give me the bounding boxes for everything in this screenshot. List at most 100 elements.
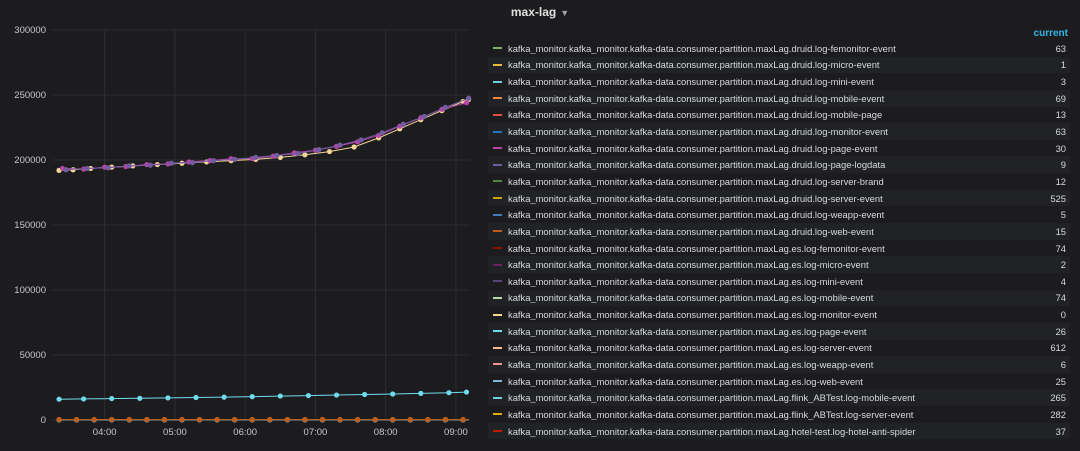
data-point <box>337 142 343 148</box>
data-point <box>91 416 97 423</box>
series-name[interactable]: kafka_monitor.kafka_monitor.kafka-data.c… <box>508 358 874 370</box>
data-point <box>442 104 449 110</box>
series-name[interactable]: kafka_monitor.kafka_monitor.kafka-data.c… <box>508 59 880 71</box>
series-name[interactable]: kafka_monitor.kafka_monitor.kafka-data.c… <box>508 159 886 171</box>
series-color-swatch[interactable] <box>493 363 502 366</box>
legend-item[interactable]: kafka_monitor.kafka_monitor.kafka-data.c… <box>488 340 1070 357</box>
series-color-swatch[interactable] <box>493 197 502 200</box>
data-point <box>463 389 470 395</box>
data-point <box>302 416 308 423</box>
series-color-swatch[interactable] <box>493 130 502 133</box>
series-color-swatch[interactable] <box>493 380 502 383</box>
legend-item[interactable]: kafka_monitor.kafka_monitor.kafka-data.c… <box>488 40 1070 57</box>
series-name[interactable]: kafka_monitor.kafka_monitor.kafka-data.c… <box>508 76 874 88</box>
series-color-swatch[interactable] <box>493 263 502 266</box>
series-name[interactable]: kafka_monitor.kafka_monitor.kafka-data.c… <box>508 292 874 304</box>
series-color-swatch[interactable] <box>493 296 502 299</box>
legend-item[interactable]: kafka_monitor.kafka_monitor.kafka-data.c… <box>488 322 1070 340</box>
legend-item[interactable]: kafka_monitor.kafka_monitor.kafka-data.c… <box>488 422 1070 440</box>
series-color-swatch[interactable] <box>493 213 502 216</box>
series-color-swatch[interactable] <box>493 396 502 399</box>
data-point <box>442 416 449 423</box>
series-name[interactable]: kafka_monitor.kafka_monitor.kafka-data.c… <box>508 342 872 354</box>
series-name[interactable]: kafka_monitor.kafka_monitor.kafka-data.c… <box>508 92 885 104</box>
data-point <box>326 148 333 155</box>
series-name[interactable]: kafka_monitor.kafka_monitor.kafka-data.c… <box>508 192 883 204</box>
legend-item[interactable]: kafka_monitor.kafka_monitor.kafka-data.c… <box>488 289 1070 307</box>
series-current-value: 30 <box>1055 142 1066 154</box>
series-name[interactable]: kafka_monitor.kafka_monitor.kafka-data.c… <box>508 142 878 154</box>
legend-item[interactable]: kafka_monitor.kafka_monitor.kafka-data.c… <box>488 256 1070 273</box>
legend-item[interactable]: kafka_monitor.kafka_monitor.kafka-data.c… <box>488 356 1070 373</box>
series-current-value: 282 <box>1050 408 1066 420</box>
series-color-swatch[interactable] <box>493 97 502 100</box>
legend-item[interactable]: kafka_monitor.kafka_monitor.kafka-data.c… <box>488 389 1070 407</box>
data-point <box>379 130 385 136</box>
x-tick-label: 04:00 <box>93 427 117 438</box>
data-point <box>63 167 69 173</box>
panel-title-text[interactable]: max-lag <box>510 5 557 19</box>
series-name[interactable]: kafka_monitor.kafka_monitor.kafka-data.c… <box>508 175 884 187</box>
data-point <box>189 160 196 166</box>
series-color-swatch[interactable] <box>493 247 502 249</box>
series-color-swatch[interactable] <box>493 180 502 183</box>
legend-item[interactable]: kafka_monitor.kafka_monitor.kafka-data.c… <box>488 240 1070 257</box>
series-name[interactable]: kafka_monitor.kafka_monitor.kafka-data.c… <box>508 392 915 404</box>
panel-title[interactable]: max-lag ▼ <box>0 5 1080 19</box>
series-name[interactable]: kafka_monitor.kafka_monitor.kafka-data.c… <box>508 242 885 254</box>
series-name[interactable]: kafka_monitor.kafka_monitor.kafka-data.c… <box>508 375 863 387</box>
legend-column-current[interactable]: current <box>1033 28 1068 39</box>
series-color-swatch[interactable] <box>493 230 502 233</box>
series-line <box>66 97 469 171</box>
chevron-down-icon[interactable]: ▼ <box>560 8 570 18</box>
series-color-swatch[interactable] <box>493 163 502 166</box>
series-color-swatch[interactable] <box>493 313 502 316</box>
series-name[interactable]: kafka_monitor.kafka_monitor.kafka-data.c… <box>508 425 916 437</box>
legend-item[interactable]: kafka_monitor.kafka_monitor.kafka-data.c… <box>488 156 1070 174</box>
series-color-swatch[interactable] <box>493 80 502 83</box>
data-point <box>168 160 175 166</box>
series-name[interactable]: kafka_monitor.kafka_monitor.kafka-data.c… <box>508 42 896 54</box>
series-name[interactable]: kafka_monitor.kafka_monitor.kafka-data.c… <box>508 408 914 420</box>
legend-item[interactable]: kafka_monitor.kafka_monitor.kafka-data.c… <box>488 406 1070 423</box>
series-current-value: 3 <box>1060 76 1066 88</box>
series-name[interactable]: kafka_monitor.kafka_monitor.kafka-data.c… <box>508 259 869 271</box>
series-color-swatch[interactable] <box>493 113 502 116</box>
series-color-swatch[interactable] <box>493 47 502 50</box>
data-point <box>372 416 378 423</box>
legend-item[interactable]: kafka_monitor.kafka_monitor.kafka-data.c… <box>488 223 1070 240</box>
legend-item[interactable]: kafka_monitor.kafka_monitor.kafka-data.c… <box>488 189 1070 207</box>
legend-item[interactable]: kafka_monitor.kafka_monitor.kafka-data.c… <box>488 73 1070 90</box>
series-name[interactable]: kafka_monitor.kafka_monitor.kafka-data.c… <box>508 126 888 138</box>
legend-item[interactable]: kafka_monitor.kafka_monitor.kafka-data.c… <box>488 373 1070 390</box>
data-point <box>354 416 361 423</box>
series-color-swatch[interactable] <box>493 346 502 349</box>
series-name[interactable]: kafka_monitor.kafka_monitor.kafka-data.c… <box>508 225 874 237</box>
series-color-swatch[interactable] <box>493 280 502 283</box>
series-color-swatch[interactable] <box>493 63 502 66</box>
legend-item[interactable]: kafka_monitor.kafka_monitor.kafka-data.c… <box>488 273 1070 290</box>
legend-item[interactable]: kafka_monitor.kafka_monitor.kafka-data.c… <box>488 173 1070 190</box>
series-current-value: 525 <box>1050 192 1066 204</box>
series-color-swatch[interactable] <box>493 413 502 416</box>
legend-item[interactable]: kafka_monitor.kafka_monitor.kafka-data.c… <box>488 206 1070 223</box>
legend-item[interactable]: kafka_monitor.kafka_monitor.kafka-data.c… <box>488 123 1070 140</box>
data-point <box>418 390 424 396</box>
legend-item[interactable]: kafka_monitor.kafka_monitor.kafka-data.c… <box>488 306 1070 323</box>
legend-item[interactable]: kafka_monitor.kafka_monitor.kafka-data.c… <box>488 89 1070 107</box>
series-name[interactable]: kafka_monitor.kafka_monitor.kafka-data.c… <box>508 325 867 337</box>
series-color-swatch[interactable] <box>493 430 502 433</box>
series-color-swatch[interactable] <box>493 147 502 150</box>
legend-item[interactable]: kafka_monitor.kafka_monitor.kafka-data.c… <box>488 107 1070 124</box>
data-point <box>249 416 255 423</box>
series-color-swatch[interactable] <box>493 330 502 333</box>
series-name[interactable]: kafka_monitor.kafka_monitor.kafka-data.c… <box>508 109 883 121</box>
series-name[interactable]: kafka_monitor.kafka_monitor.kafka-data.c… <box>508 275 863 287</box>
legend-item[interactable]: kafka_monitor.kafka_monitor.kafka-data.c… <box>488 56 1070 74</box>
data-point <box>56 416 62 423</box>
time-series-graph[interactable]: 0 50000 100000 150000 200000 250000 300000 04:0… <box>0 0 488 451</box>
legend-item[interactable]: kafka_monitor.kafka_monitor.kafka-data.c… <box>488 140 1070 157</box>
data-point <box>126 163 132 169</box>
series-name[interactable]: kafka_monitor.kafka_monitor.kafka-data.c… <box>508 209 885 221</box>
series-name[interactable]: kafka_monitor.kafka_monitor.kafka-data.c… <box>508 309 877 321</box>
